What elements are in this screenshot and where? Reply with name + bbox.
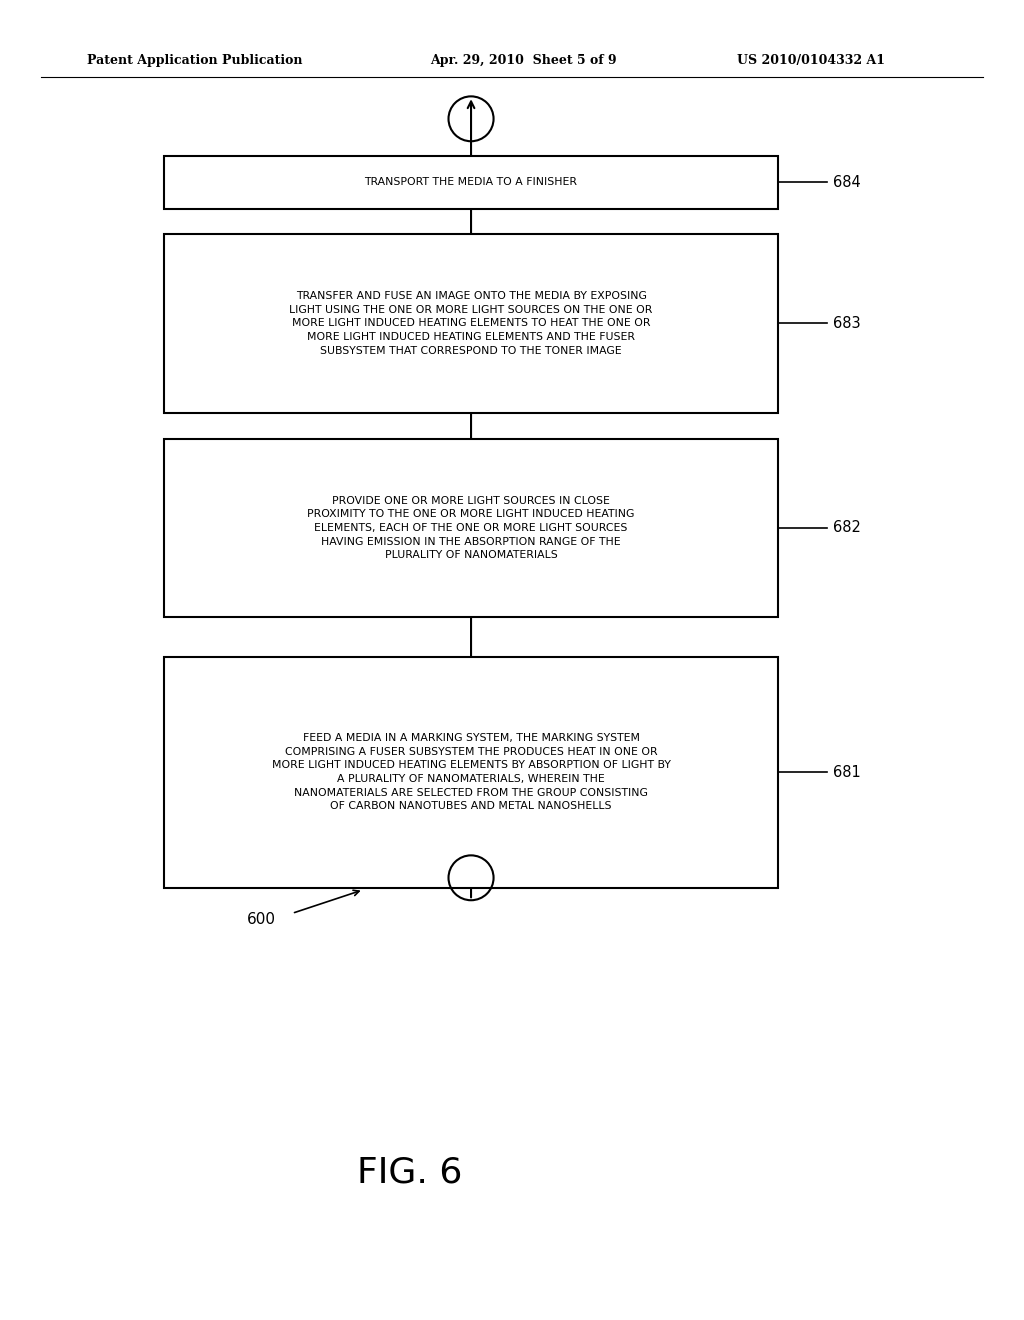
Text: FIG. 6: FIG. 6 <box>357 1155 462 1189</box>
Text: US 2010/0104332 A1: US 2010/0104332 A1 <box>737 54 886 67</box>
Text: TRANSPORT THE MEDIA TO A FINISHER: TRANSPORT THE MEDIA TO A FINISHER <box>365 177 578 187</box>
Bar <box>164 438 778 618</box>
Bar <box>164 156 778 209</box>
Bar <box>164 235 778 412</box>
Text: FEED A MEDIA IN A MARKING SYSTEM, THE MARKING SYSTEM
COMPRISING A FUSER SUBSYSTE: FEED A MEDIA IN A MARKING SYSTEM, THE MA… <box>271 733 671 812</box>
Text: 600: 600 <box>247 912 275 927</box>
Text: 684: 684 <box>833 174 860 190</box>
Bar <box>164 657 778 887</box>
Text: Apr. 29, 2010  Sheet 5 of 9: Apr. 29, 2010 Sheet 5 of 9 <box>430 54 616 67</box>
Text: TRANSFER AND FUSE AN IMAGE ONTO THE MEDIA BY EXPOSING
LIGHT USING THE ONE OR MOR: TRANSFER AND FUSE AN IMAGE ONTO THE MEDI… <box>290 292 652 355</box>
Text: Patent Application Publication: Patent Application Publication <box>87 54 302 67</box>
Text: PROVIDE ONE OR MORE LIGHT SOURCES IN CLOSE
PROXIMITY TO THE ONE OR MORE LIGHT IN: PROVIDE ONE OR MORE LIGHT SOURCES IN CLO… <box>307 496 635 560</box>
Text: 683: 683 <box>833 315 860 331</box>
Text: 681: 681 <box>833 764 860 780</box>
Text: 682: 682 <box>833 520 860 536</box>
